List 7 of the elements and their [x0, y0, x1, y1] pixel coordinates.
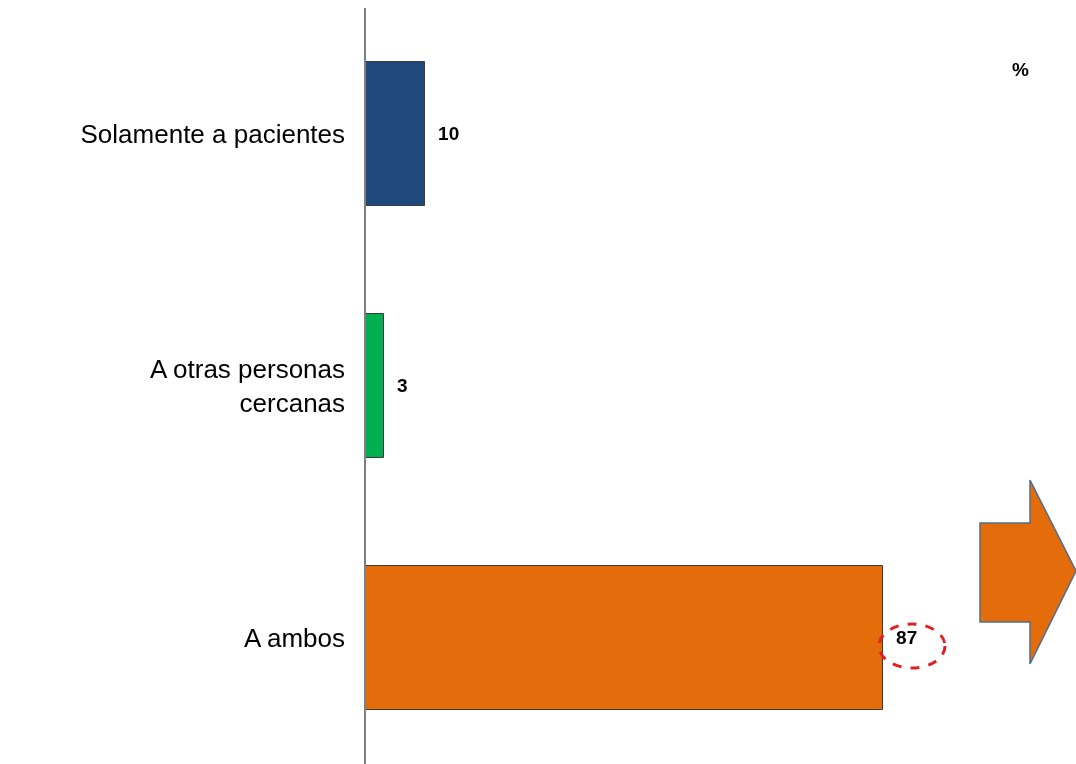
y-tick-label: A otras personas cercanas	[149, 354, 346, 418]
data-label: 10	[438, 123, 460, 144]
y-tick-label: Solamente a pacientes	[80, 119, 346, 150]
y-tick-label: A ambos	[243, 623, 346, 654]
annotation: %	[1012, 59, 1029, 80]
data-label: 87	[896, 627, 918, 648]
data-label: 3	[397, 375, 408, 396]
